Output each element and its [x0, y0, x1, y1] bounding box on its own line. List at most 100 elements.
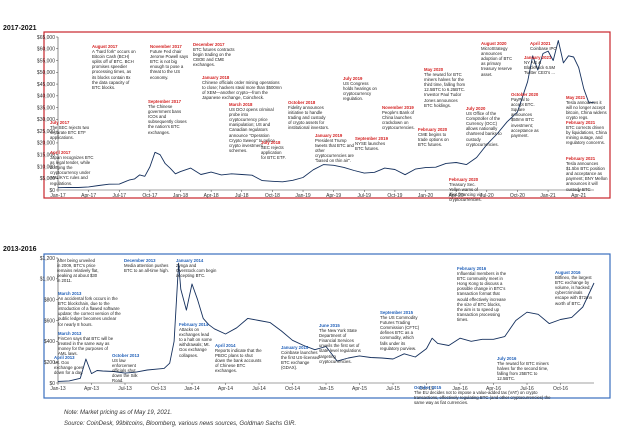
annotation: October 2015 The EU decides not to impose… — [414, 385, 551, 406]
annotation: May 2021 Tesla announces it will no longe… — [566, 95, 607, 121]
annotation: December 2013 Media attention pushes BTC … — [124, 258, 169, 274]
annotation: September 2019 NYSE launches BTC futures. — [355, 136, 388, 152]
annotation: February 2020 Treasury Sec. Yellen warns … — [449, 177, 483, 203]
annotation: August 2020 MicroStrategy announces adopt… — [481, 41, 513, 77]
annotation: July 2016 The reward for BTC miners halve… — [497, 356, 549, 382]
x-tick-label: Apr-16 — [486, 386, 501, 392]
y-tick-label: $20,000 — [37, 141, 55, 147]
x-tick-label: Apr-19 — [326, 193, 341, 199]
annotation: June 2015 The New York State Department o… — [319, 323, 361, 364]
annotation: October 2013 US law enforcement officials… — [112, 353, 140, 384]
x-tick-label: Oct-16 — [553, 386, 568, 392]
annotation: February 2020 CME begins to trade options… — [418, 127, 449, 148]
x-tick-label: Apr-13 — [84, 386, 99, 392]
annotation: August 2016 Bitfinex, the largest BTC exc… — [555, 270, 593, 306]
bottom-panel-border — [43, 253, 611, 399]
annotation: January 2021 NY AG & BlackRock 6.5M Twitt… — [524, 55, 556, 76]
top-panel-border — [43, 31, 611, 199]
x-tick-label: Jan-20 — [418, 193, 434, 199]
y-tick-label: $25,000 — [37, 129, 55, 135]
x-tick-label: Oct-14 — [285, 386, 300, 392]
annotation: April 2014 Reports indicate that the PBOC… — [215, 343, 262, 374]
annotation: February 2014 Attacks on exchanges lead t… — [179, 322, 212, 358]
x-tick-label: Jul-14 — [252, 386, 266, 392]
x-tick-label: Oct-15 — [419, 386, 434, 392]
x-tick-label: Jan-17 — [50, 193, 66, 199]
y-tick-label: $45,000 — [37, 82, 55, 88]
x-tick-label: Oct-20 — [510, 193, 525, 199]
y-tick-label: $600 — [44, 318, 55, 324]
y-tick-label: $40,000 — [37, 94, 55, 100]
x-tick-label: Oct-19 — [387, 193, 402, 199]
y-tick-label: $400 — [44, 339, 55, 345]
y-tick-label: $10,000 — [37, 164, 55, 170]
price-line — [57, 262, 595, 382]
x-tick-label: Jul-20 — [480, 193, 494, 199]
x-tick-label: Apr-18 — [204, 193, 219, 199]
annotation: May 2020 The reward for BTC miners halves… — [424, 67, 466, 108]
y-tick-label: $0 — [49, 381, 55, 387]
x-tick-label: Oct-18 — [265, 193, 280, 199]
y-tick-label: $15,000 — [37, 152, 55, 158]
annotation: November 2019 People's Bank of China laun… — [382, 105, 415, 131]
y-tick-label: $1,200 — [40, 256, 56, 262]
y-tick-label: $35,000 — [37, 105, 55, 111]
x-tick-label: Jan-16 — [452, 386, 468, 392]
x-tick-label: Oct-13 — [151, 386, 166, 392]
x-tick-label: Jan-13 — [50, 386, 66, 392]
annotation: December 2017 BTC futures contracts begin… — [193, 42, 235, 68]
x-tick-label: Jan-15 — [318, 386, 334, 392]
top-chart: $0 $5,000 $10,000 $15,000 $20,000 $25,000 $30,… — [37, 35, 595, 199]
x-tick-label: Jan-19 — [295, 193, 311, 199]
x-tick-label: Jul-16 — [520, 386, 534, 392]
x-tick-label: Jan-21 — [540, 193, 556, 199]
y-tick-label: $65,000 — [37, 35, 55, 41]
bottom-chart: $0 $200 $400 $600 $800 $1,000 $1,200 Jan-13 Apr-… — [40, 256, 595, 392]
x-tick-label: Apr-17 — [81, 193, 96, 199]
annotation: March 2018 US DOJ opens criminal probe in… — [229, 102, 275, 153]
annotation: March 2013 An accidental fork occurs in t… — [58, 291, 121, 327]
annotation: February 2021 BTC corrects driven by liqu… — [566, 120, 607, 146]
annotation: July 2020 US Office of the Comptroller of… — [466, 106, 502, 147]
y-tick-label: $30,000 — [37, 117, 55, 123]
annotation: January 2018 Chinese officials order mini… — [202, 75, 282, 101]
x-tick-label: Jul-15 — [386, 386, 400, 392]
x-tick-label: Jan-18 — [173, 193, 189, 199]
x-tick-label: Apr-14 — [218, 386, 233, 392]
annotation: January 2019 President Trump tweets that … — [315, 133, 354, 164]
x-tick-label: Jan-14 — [184, 386, 200, 392]
annotation: April 2017 Japan recognizes BTC as legal … — [50, 150, 94, 186]
chart-source: Source: CoinDesk, 99bitcoins, Bloomberg,… — [64, 421, 297, 427]
y-tick-label: $0 — [49, 188, 55, 194]
x-tick-label: Jul-13 — [118, 386, 132, 392]
bottom-section-title: 2013-2016 — [3, 246, 37, 253]
x-tick-label: Jul-18 — [235, 193, 249, 199]
x-tick-label: Apr-15 — [352, 386, 367, 392]
y-tick-label: $1,000 — [40, 277, 56, 283]
annotation: October 2018 Fidelity announces initiativ… — [288, 100, 330, 131]
annotation: January 2014 Zynga and Overstock.com begi… — [176, 258, 217, 279]
x-tick-label: Jul-17 — [112, 193, 126, 199]
annotation: October 2020 PayPal to accept BTC. Square… — [511, 92, 539, 138]
annotation: September 2015 The US Commodity Futures T… — [380, 310, 420, 351]
price-line — [57, 40, 595, 189]
y-tick-label: $800 — [44, 297, 55, 303]
annotation: February 2021 Tesla announces $1.5bn BTC … — [566, 156, 608, 192]
x-tick-label: Apr-20 — [449, 193, 464, 199]
y-tick-label: $55,000 — [37, 58, 55, 64]
chart-note: Note: Market pricing as of May 19, 2021. — [64, 410, 173, 416]
annotation: July 2019 US Congress holds hearings on c… — [343, 76, 377, 102]
annotation: July 2017 The SEC rejects two separate BT… — [50, 120, 90, 141]
y-tick-label: $200 — [44, 360, 55, 366]
annotation: April 2021 Coinbase IPO — [530, 41, 557, 52]
annotation: February 2016 Influential members in the … — [457, 266, 507, 322]
top-section-title: 2017-2021 — [3, 25, 37, 32]
annotation: January 2015 Coinbase launches the first … — [281, 345, 320, 371]
annotation: August 2017 A "hard fork" occurs on Bitco… — [92, 44, 136, 90]
x-tick-label: Apr-21 — [571, 193, 586, 199]
annotation: November 2017 Future Fed chair Jerome Pow… — [150, 44, 189, 80]
x-tick-label: Jul-19 — [357, 193, 371, 199]
annotation: March 2013 FinCen says that BTC will be t… — [58, 331, 114, 357]
y-tick-label: $5,000 — [40, 176, 56, 182]
